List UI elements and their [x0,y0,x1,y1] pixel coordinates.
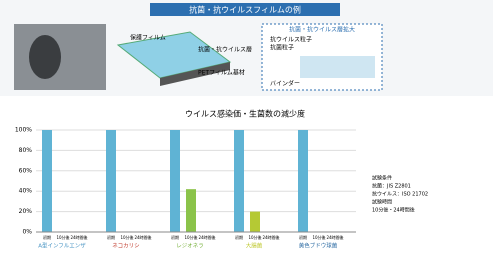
note: 10分後・24時間後 [372,207,415,214]
y-tick-label: 80% [19,147,33,154]
bar-label: 24時間後 [326,234,343,240]
bar-label: 24時間後 [262,234,279,240]
bar-label: 初期 [171,234,179,240]
note: 試験条件 [372,175,392,182]
banner-title: 抗菌・抗ウイルスフィルムの例 [189,5,301,15]
zoom-item: バインダー [270,80,300,88]
zoom-layer [300,56,375,78]
film-roll [29,35,61,79]
bar [298,130,308,232]
label: 抗菌・抗ウイルス層 [198,46,252,54]
note: 試験時間 [372,199,392,206]
bar-label: 10分後 [56,234,69,240]
y-tick-label: 40% [19,188,33,195]
note: 抗ウイルス：ISO 21702 [372,191,428,198]
bar [250,212,260,232]
bar [234,130,244,232]
x-tick-label: 大腸菌 [246,242,263,250]
bar-label: 10分後 [248,234,261,240]
zoom-title: 抗菌・抗ウイルス層拡大 [289,26,355,34]
bar-label: 10分後 [120,234,133,240]
bar-label: 初期 [107,234,115,240]
zoom-item: 抗菌粒子 [270,44,294,52]
y-tick-label: 0% [22,229,32,236]
label: 保護フィルム [130,34,166,42]
bar-label: 24時間後 [70,234,87,240]
x-tick-label: A型インフルエンザ [38,242,86,250]
bar [186,189,196,232]
bar-label: 初期 [43,234,51,240]
y-tick-label: 20% [19,208,33,215]
screenshot: 抗菌・抗ウイルスフィルムの例 保護フィルム 抗菌・抗ウイルス層 PETフィルム基… [0,0,493,259]
bar-label: 24時間後 [134,234,151,240]
bar [170,130,180,232]
x-tick-label: 黄色ブドウ球菌 [299,242,338,250]
page: {"banner":{"title":"抗菌・抗ウイルスフィルムの例","lab… [0,0,493,259]
bar-label: 24時間後 [198,234,215,240]
note: 抗菌：JIS Z2801 [372,183,411,190]
chart-title: ウイルス感染価・生菌数の減少度 [185,109,305,119]
bar [42,130,52,232]
x-tick-label: ネコカリシ [112,243,139,250]
bar [106,130,116,232]
bar-label: 初期 [235,234,243,240]
x-tick-label: レジオネラ [176,243,204,250]
zoom-item: 抗ウイルス粒子 [270,36,312,44]
bar-label: 10分後 [312,234,325,240]
bar-label: 初期 [299,234,307,240]
y-tick-label: 100% [15,127,32,134]
bar-label: 10分後 [184,234,197,240]
y-tick-label: 60% [19,167,33,174]
label: PETフィルム基材 [198,69,245,77]
